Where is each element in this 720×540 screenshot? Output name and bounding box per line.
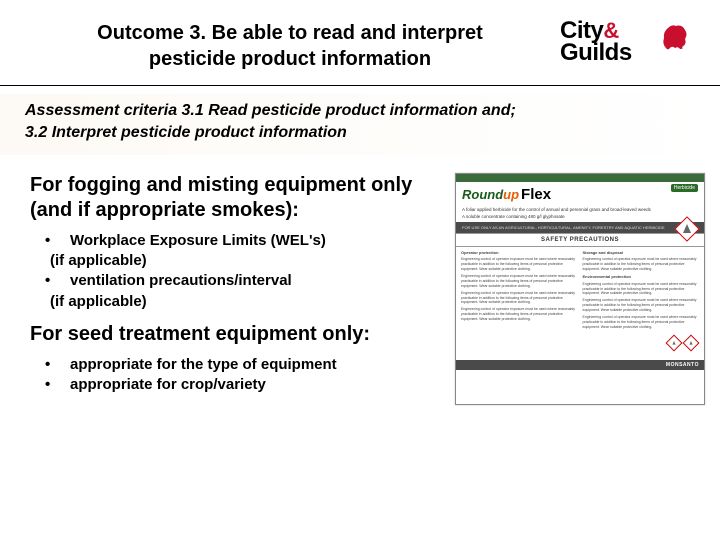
assessment-criteria: Assessment criteria 3.1 Read pesticide p… [0, 94, 720, 155]
label-col-2: Storage and disposal Engineering control… [583, 250, 700, 355]
list-item: (if applicable) [45, 292, 445, 312]
list-item: appropriate for the type of equipment [45, 355, 445, 375]
section-1-heading: For fogging and misting equipment only (… [30, 173, 445, 223]
label-footer: MONSANTO [456, 360, 704, 370]
list-item: appropriate for crop/variety [45, 375, 445, 395]
label-usage-strip: FOR USE ONLY AS AN AGRICULTURAL, HORTICU… [456, 222, 704, 233]
title-line-2: pesticide product information [149, 48, 431, 70]
hazard-icons [676, 216, 698, 243]
label-description: A foliar applied herbicide for the contr… [456, 205, 704, 222]
list-item: (if applicable) [45, 251, 445, 271]
slide-header: Outcome 3. Be able to read and interpret… [0, 0, 720, 75]
brand-variant: Flex [521, 186, 551, 203]
section-2-list: appropriate for the type of equipment ap… [30, 355, 445, 396]
section-1-list: Workplace Exposure Limits (WEL's) (if ap… [30, 231, 445, 312]
hazard-diamond-icon [674, 216, 699, 241]
slide-title: Outcome 3. Be able to read and interpret… [30, 20, 550, 72]
assessment-line-1: Assessment criteria 3.1 Read pesticide p… [25, 100, 695, 122]
lion-icon [660, 22, 690, 50]
safety-heading: SAFETY PRECAUTIONS [456, 233, 704, 247]
label-top-bar [456, 174, 704, 182]
brand-name: Roundup [462, 187, 519, 202]
section-2-heading: For seed treatment equipment only: [30, 322, 445, 347]
city-and-guilds-logo: City& Guilds [560, 20, 690, 75]
title-block: Outcome 3. Be able to read and interpret… [30, 20, 560, 72]
hazard-icons-row [583, 333, 700, 355]
herbicide-badge: Herbicide [671, 184, 698, 192]
label-brand: Roundup Flex [456, 182, 704, 205]
header-divider [0, 85, 720, 86]
hazard-diamond-icon [666, 334, 683, 351]
title-line-1: Outcome 3. Be able to read and interpret [97, 22, 483, 44]
label-columns: Operator protection Engineering control … [456, 247, 704, 360]
label-col-1: Operator protection Engineering control … [461, 250, 578, 355]
list-item: Workplace Exposure Limits (WEL's) [45, 231, 445, 251]
text-column: For fogging and misting equipment only (… [30, 173, 445, 406]
list-item: ventilation precautions/interval [45, 271, 445, 291]
content-area: For fogging and misting equipment only (… [0, 155, 720, 406]
hazard-diamond-icon [683, 334, 700, 351]
manufacturer: MONSANTO [666, 362, 699, 368]
assessment-line-2: 3.2 Interpret pesticide product informat… [25, 122, 695, 144]
pesticide-label-image: Herbicide Roundup Flex A foliar applied … [455, 173, 705, 406]
